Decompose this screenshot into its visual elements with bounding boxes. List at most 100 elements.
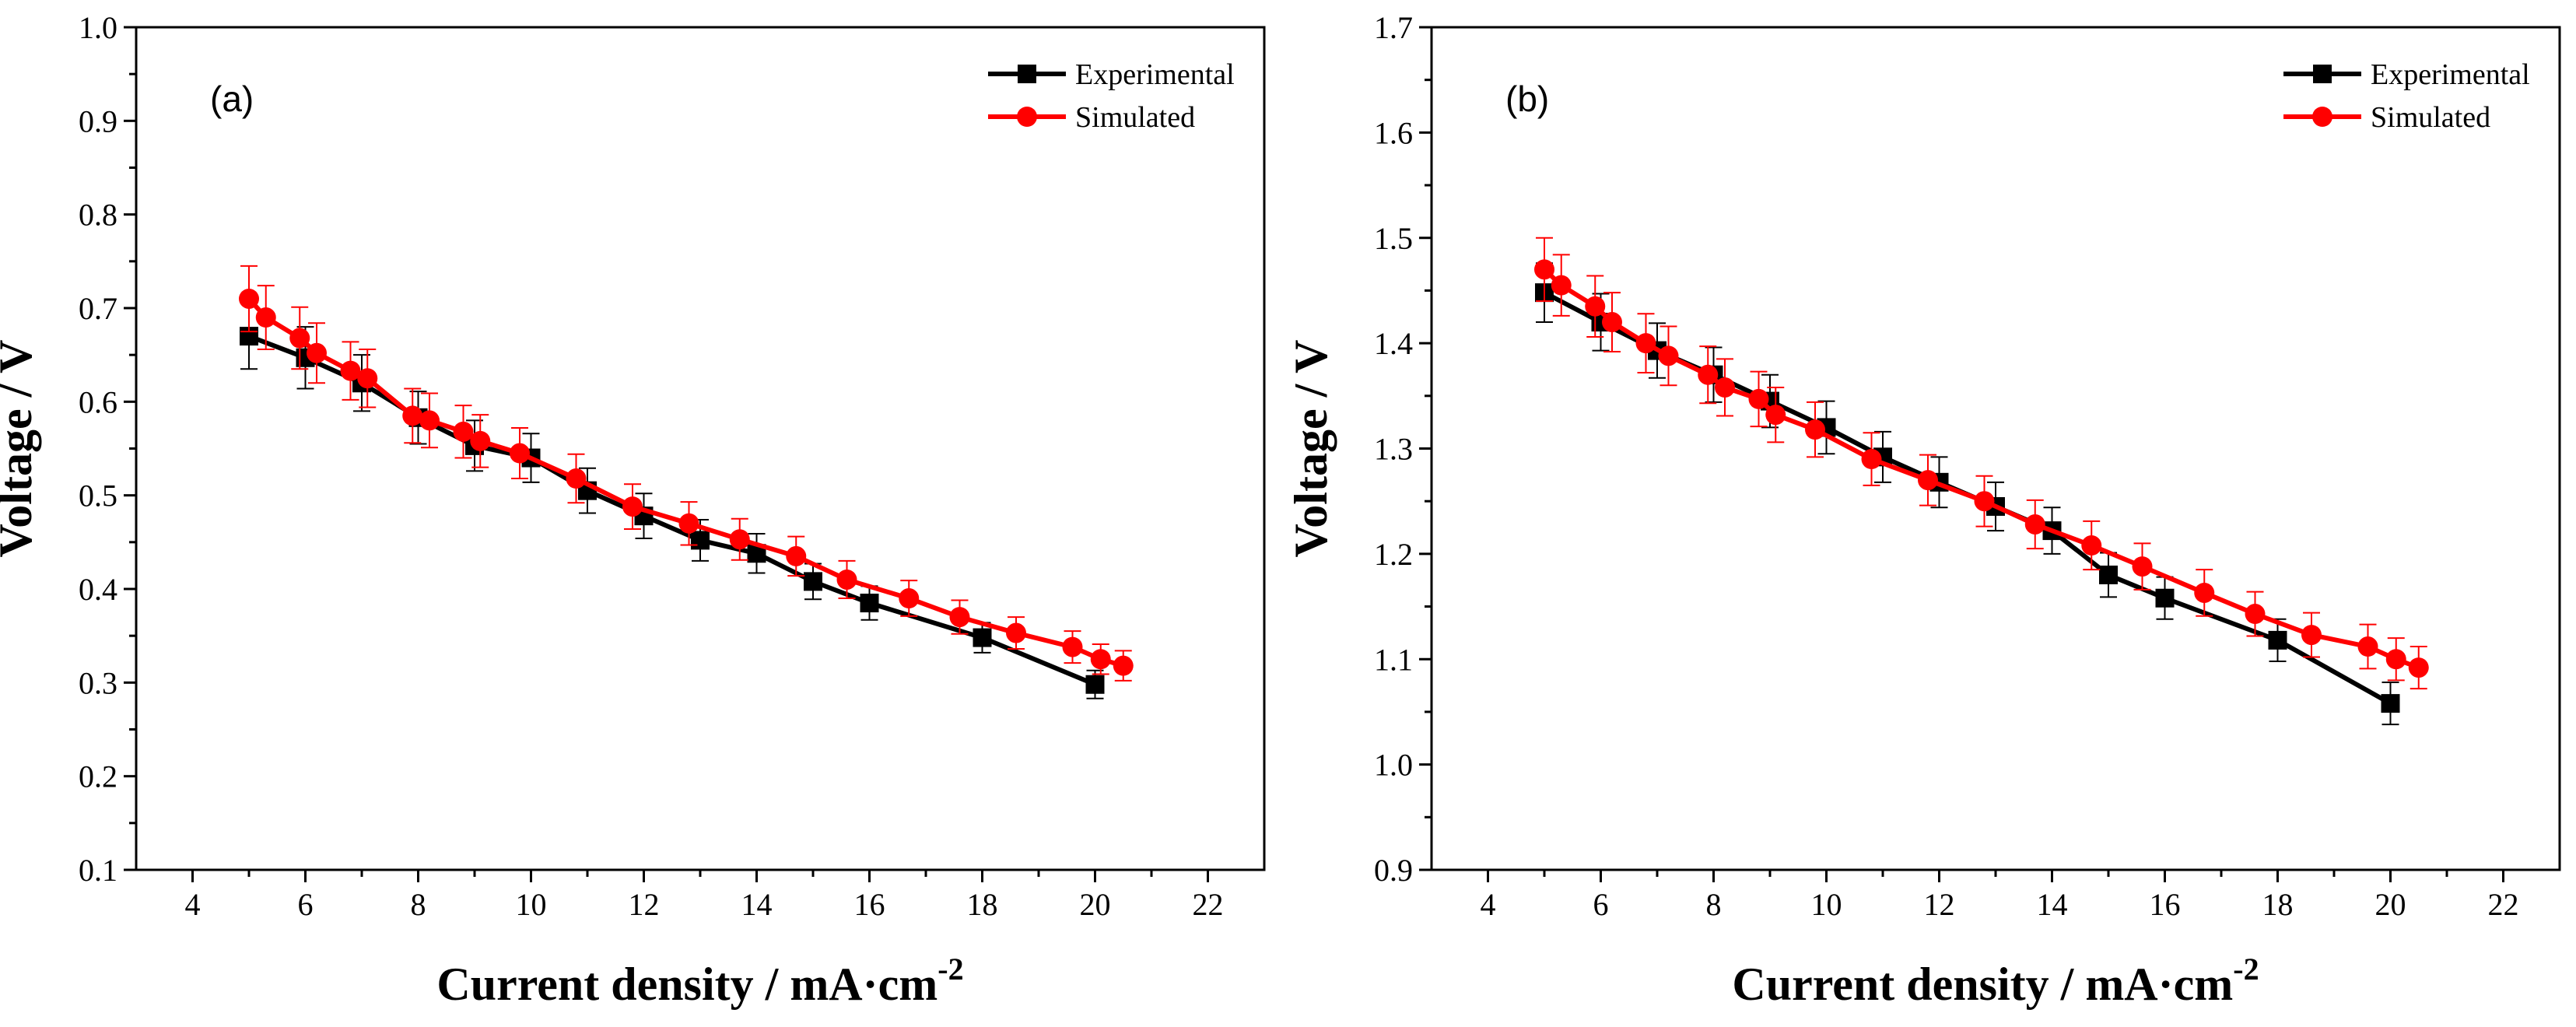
y-tick-label: 1.2 [1374, 537, 1413, 572]
legend-marker-circle [1017, 107, 1037, 127]
data-point-circle [2385, 649, 2406, 670]
y-tick-label: 0.9 [79, 103, 117, 138]
y-axis-title: Voltage / V [0, 339, 41, 557]
x-tick-label: 20 [2375, 887, 2406, 922]
y-tick-label: 1.6 [1374, 115, 1413, 150]
data-point-circle [307, 342, 327, 363]
data-point-circle [340, 360, 361, 381]
y-tick-label: 1.0 [1374, 748, 1413, 783]
x-axis-title-main: Current density / mA·cm [436, 959, 938, 1010]
data-point-circle [1062, 636, 1083, 657]
x-tick-label: 4 [185, 887, 201, 922]
legend-label: Experimental [1075, 58, 1235, 91]
x-tick-label: 12 [1924, 887, 1955, 922]
x-tick-label: 18 [967, 887, 998, 922]
x-tick-label: 22 [2488, 887, 2519, 922]
panel-label: (b) [1505, 79, 1549, 119]
plot-frame [1430, 26, 2561, 871]
data-point-circle [357, 368, 378, 389]
data-point-circle [2024, 514, 2045, 535]
x-tick-label: 22 [1193, 887, 1224, 922]
x-axis-title: Current density / mA·cm-2 [436, 952, 963, 1010]
data-point-square [804, 572, 822, 591]
data-point-square [2268, 630, 2287, 650]
data-point-circle [453, 421, 474, 442]
data-point-circle [1861, 449, 1882, 470]
legend-marker-square [2313, 65, 2332, 83]
legend: Experimental Simulated [2283, 58, 2530, 134]
x-tick-label: 14 [741, 887, 773, 922]
data-point-circle [1748, 388, 1769, 409]
data-point-circle [1602, 312, 1622, 333]
data-point-circle [239, 288, 259, 309]
data-point-circle [510, 443, 530, 464]
data-point-circle [470, 430, 491, 451]
x-tick-label: 8 [411, 887, 426, 922]
y-tick-label: 1.3 [1374, 432, 1413, 467]
y-tick-label: 1.4 [1374, 326, 1413, 361]
x-tick-label: 4 [1481, 887, 1496, 922]
legend-marker-square [1018, 65, 1036, 83]
data-point-circle [1658, 345, 1679, 366]
data-point-square [973, 628, 992, 647]
data-point-square [691, 531, 710, 550]
series-line [247, 296, 1124, 668]
data-point-circle [289, 328, 310, 349]
legend-label: Simulated [2371, 101, 2490, 134]
data-point-circle [2132, 556, 2153, 577]
data-point-circle [1534, 259, 1554, 280]
y-tick-label: 1.0 [79, 10, 117, 45]
data-point-circle [255, 307, 276, 328]
data-point-circle [949, 607, 970, 628]
legend-label: Simulated [1075, 101, 1195, 134]
y-tick-label: 0.7 [79, 291, 117, 326]
chart-panel-b: 4 6 8 10 12 14 16 18 20 22 0.9 1.0 1.1 1.2 1.3 1.4 1.5 1.… [1285, 10, 2561, 1010]
data-point-circle [2081, 535, 2102, 556]
x-tick-label: 14 [2037, 887, 2068, 922]
data-point-circle [1635, 333, 1656, 354]
data-point-circle [1006, 622, 1026, 643]
series-experimental [240, 302, 1105, 699]
data-point-circle [2357, 636, 2378, 657]
y-tick-label: 0.5 [79, 478, 117, 514]
data-point-circle [1585, 296, 1606, 317]
y-tick-label: 0.9 [1374, 853, 1413, 888]
data-point-circle [836, 569, 857, 590]
y-tick-label: 0.3 [79, 665, 117, 700]
y-tick-label: 1.7 [1374, 10, 1413, 45]
data-point-circle [622, 496, 643, 517]
data-point-circle [1918, 470, 1938, 491]
series-line [247, 334, 1096, 687]
data-point-circle [1805, 419, 1825, 440]
legend-marker-circle [2312, 107, 2332, 127]
series-line [1542, 268, 2420, 670]
data-point-circle [419, 410, 440, 431]
data-point-circle [1551, 275, 1572, 296]
x-tick-label: 12 [629, 887, 660, 922]
data-point-circle [1715, 377, 1735, 398]
data-point-circle [1765, 405, 1786, 426]
data-point-circle [729, 529, 750, 550]
y-tick-label: 0.2 [79, 759, 117, 794]
data-point-square [860, 594, 879, 613]
data-point-circle [566, 468, 587, 489]
data-point-circle [1974, 491, 1995, 512]
data-point-circle [786, 545, 807, 566]
y-tick-label: 0.4 [79, 572, 117, 607]
x-tick-label: 16 [2150, 887, 2181, 922]
legend: Experimental Simulated [988, 58, 1235, 134]
data-point-circle [1698, 364, 1719, 385]
x-tick-label: 16 [854, 887, 885, 922]
series-simulated [239, 265, 1134, 682]
x-tick-label: 6 [298, 887, 314, 922]
x-axis-title-superscript: -2 [2233, 952, 2259, 987]
y-tick-label: 0.6 [79, 384, 117, 419]
x-axis-title-superscript: -2 [938, 952, 963, 987]
plot-frame [135, 26, 1266, 871]
x-tick-label: 8 [1706, 887, 1722, 922]
y-axis-title: Voltage / V [1285, 339, 1337, 557]
data-point-circle [2194, 582, 2215, 603]
y-tick-label: 1.1 [1374, 642, 1413, 677]
x-tick-label: 6 [1593, 887, 1609, 922]
